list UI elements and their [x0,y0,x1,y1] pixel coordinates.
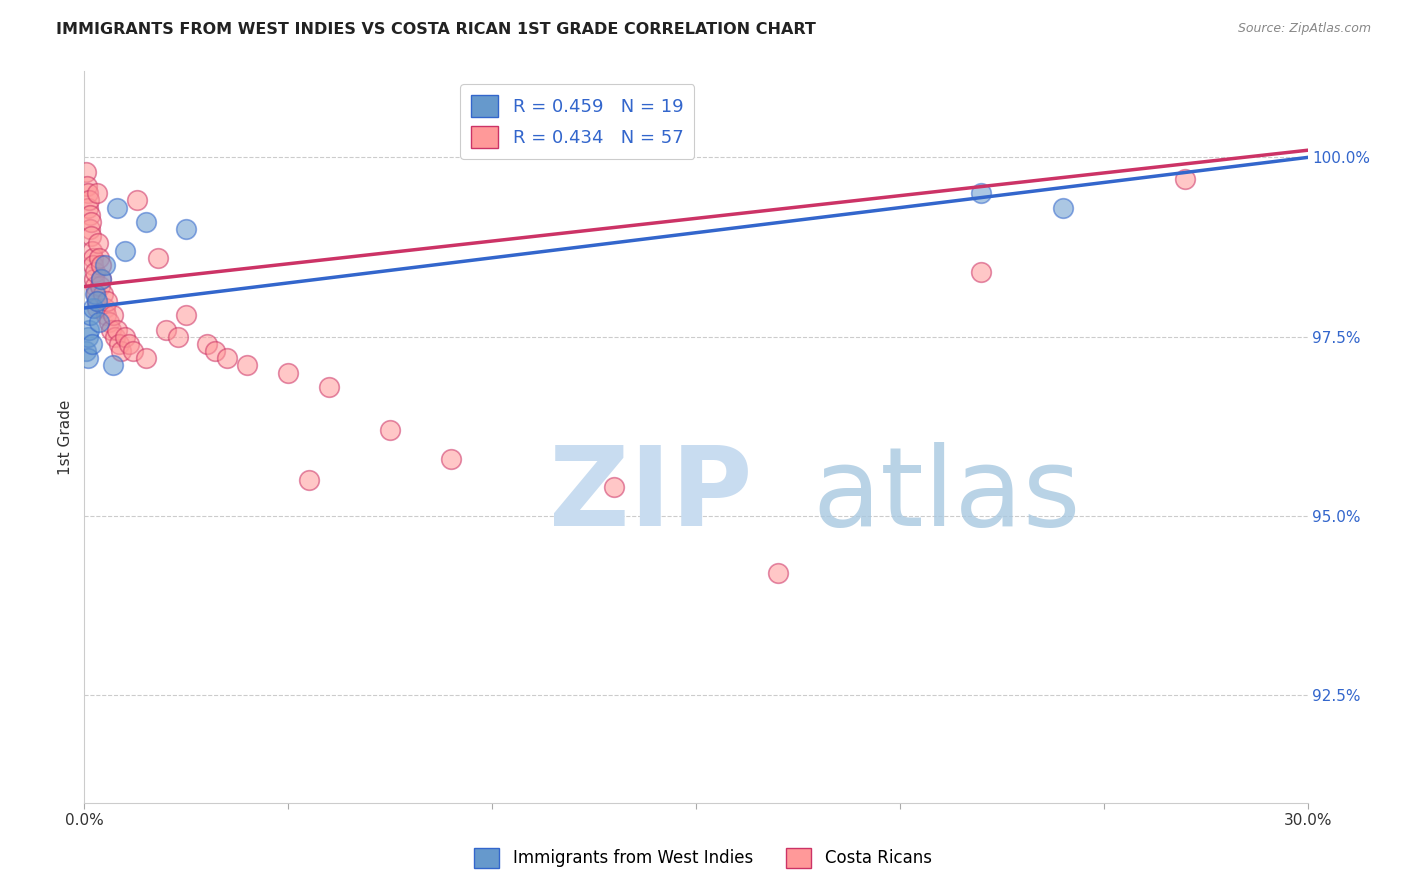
Point [80,336,103,351]
Point [94,308,117,322]
Text: Source: ZipAtlas.com: Source: ZipAtlas.com [1237,22,1371,36]
Legend: R = 0.459   N = 19, R = 0.434   N = 57: R = 0.459 N = 19, R = 0.434 N = 57 [460,84,695,159]
Point [167,329,190,343]
Point [83,286,105,301]
Point [766,566,789,581]
Text: atlas: atlas [813,442,1081,549]
Point [105,322,128,336]
Point [970,186,993,201]
Point [91,286,114,301]
Point [118,336,141,351]
Point [76,351,98,366]
Point [82,301,104,315]
Point [155,322,177,336]
Point [135,215,157,229]
Point [76,179,98,194]
Point [135,351,157,366]
Point [77,329,100,343]
Point [100,322,122,336]
Text: ZIP: ZIP [550,442,752,549]
Point [76,186,98,201]
Point [86,293,108,308]
Point [75,165,97,179]
Point [93,258,115,272]
Point [87,315,110,329]
Point [77,322,100,336]
Point [174,222,197,236]
Point [77,201,100,215]
Point [82,258,104,272]
Point [277,366,299,380]
Point [122,344,145,359]
Point [80,244,103,258]
Y-axis label: 1st Grade: 1st Grade [58,400,73,475]
Point [970,265,993,279]
Point [89,279,111,293]
Point [108,336,131,351]
Point [86,301,108,315]
Point [236,359,259,373]
Point [1174,172,1197,186]
Point [1052,201,1074,215]
Point [96,293,118,308]
Point [83,272,105,286]
Point [79,208,101,222]
Point [93,301,115,315]
Point [84,265,107,279]
Point [83,279,105,293]
Point [90,272,112,286]
Point [105,201,128,215]
Point [195,336,218,351]
Text: IMMIGRANTS FROM WEST INDIES VS COSTA RICAN 1ST GRADE CORRELATION CHART: IMMIGRANTS FROM WEST INDIES VS COSTA RIC… [56,22,815,37]
Point [75,344,97,359]
Point [127,194,149,208]
Point [101,359,124,373]
Point [86,293,108,308]
Point [80,215,103,229]
Point [440,451,463,466]
Point [84,286,107,301]
Point [298,473,321,487]
Point [79,308,101,322]
Point [90,258,112,272]
Point [114,329,136,343]
Point [87,251,110,265]
Point [82,251,104,265]
Point [80,229,103,244]
Point [146,251,169,265]
Point [204,344,226,359]
Point [114,244,136,258]
Point [104,329,127,343]
Point [110,344,132,359]
Point [97,315,120,329]
Point [217,351,239,366]
Point [603,480,626,494]
Legend: Immigrants from West Indies, Costa Ricans: Immigrants from West Indies, Costa Rican… [468,841,938,875]
Point [174,308,197,322]
Point [90,272,112,286]
Point [87,236,110,251]
Point [380,423,402,437]
Point [77,194,100,208]
Point [101,308,124,322]
Point [318,380,340,394]
Point [79,222,101,236]
Point [86,186,108,201]
